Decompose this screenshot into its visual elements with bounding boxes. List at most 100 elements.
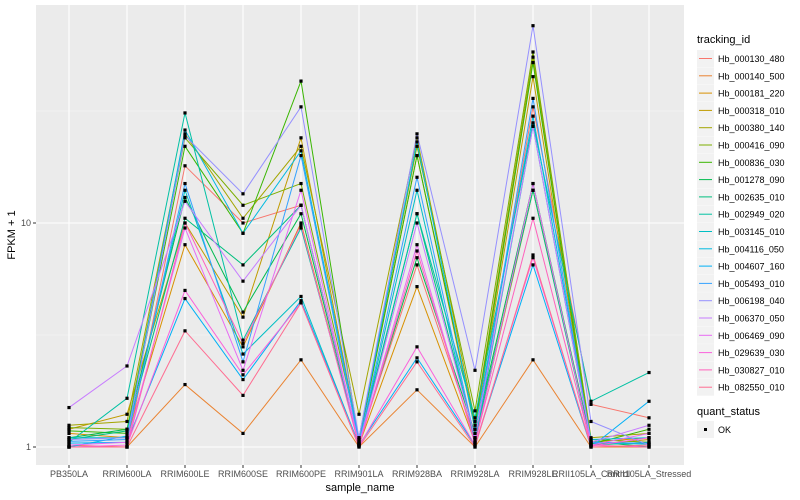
data-point — [647, 436, 651, 440]
x-tick-label: RRIM928BA — [392, 469, 442, 479]
series-points — [67, 24, 651, 449]
data-point — [183, 111, 187, 115]
x-tick-label: RRII105LA_Stressed — [607, 469, 692, 479]
legend-item: Hb_029639_030 — [697, 344, 785, 362]
data-point — [183, 216, 187, 220]
legend-label: Hb_000140_500 — [718, 71, 785, 81]
x-tick-label: RRIM600SE — [218, 469, 268, 479]
data-point — [473, 419, 477, 424]
data-point — [299, 203, 303, 207]
legend-item: Hb_005493_010 — [697, 274, 785, 292]
data-point — [299, 79, 303, 83]
data-point — [647, 416, 651, 420]
data-point — [473, 436, 477, 440]
data-point — [589, 443, 593, 447]
data-point — [647, 437, 651, 442]
data-point — [473, 423, 477, 427]
data-point — [183, 243, 187, 247]
legend-label: Hb_006370_050 — [718, 314, 785, 324]
y-tick-label: 10 — [21, 218, 31, 228]
legend-item: Hb_000416_090 — [697, 136, 785, 154]
data-point — [473, 368, 477, 372]
data-point — [531, 188, 535, 192]
x-axis: PB350LA RRIM600LA RRIM600LE RRIM600SE RRIM60… — [50, 465, 691, 479]
data-point — [415, 243, 419, 247]
data-point — [125, 440, 129, 444]
data-point — [647, 427, 651, 431]
data-point — [589, 402, 593, 406]
data-point — [125, 396, 129, 400]
data-point — [531, 181, 535, 186]
data-point — [647, 431, 651, 436]
data-point — [647, 423, 651, 427]
x-tick-label: RRIM928LA — [450, 469, 499, 479]
data-point — [299, 223, 303, 227]
data-point — [299, 221, 303, 225]
legend-item: Hb_003145_010 — [697, 223, 785, 240]
data-point — [183, 199, 187, 203]
data-point — [183, 132, 187, 136]
legend-item: Hb_006198_040 — [697, 292, 785, 310]
data-point — [299, 144, 303, 148]
data-point — [415, 140, 419, 144]
data-point — [589, 437, 593, 442]
data-point — [473, 431, 477, 436]
legend-label: Hb_030827_010 — [718, 365, 785, 375]
data-point — [473, 427, 477, 431]
data-point — [125, 412, 129, 416]
legend-label: OK — [718, 425, 731, 435]
data-point — [183, 195, 187, 200]
data-point — [299, 301, 303, 305]
data-point — [531, 121, 535, 125]
data-point — [415, 188, 419, 192]
legend-label: Hb_004607_160 — [718, 262, 785, 272]
data-point — [357, 412, 361, 416]
legend-label: Hb_029639_030 — [718, 348, 785, 358]
data-point — [67, 431, 71, 436]
legend-label: Hb_006469_090 — [718, 331, 785, 341]
x-tick-label: RRII105LA_Control — [552, 469, 630, 479]
data-point — [357, 436, 361, 440]
data-point — [415, 153, 419, 158]
data-point — [67, 437, 71, 442]
legend-item: Hb_001278_090 — [697, 171, 785, 189]
data-point — [67, 441, 71, 445]
data-point — [241, 431, 245, 436]
data-point — [473, 443, 477, 447]
legend-label: Hb_003145_010 — [718, 227, 785, 237]
data-point — [415, 356, 419, 360]
data-point — [241, 360, 245, 364]
data-point — [125, 419, 129, 424]
data-point — [589, 440, 593, 444]
data-point — [589, 399, 593, 403]
data-point — [183, 226, 187, 230]
legend-label: Hb_002949_020 — [718, 210, 785, 220]
data-point — [531, 114, 535, 118]
legend-item: Hb_004607_160 — [697, 257, 785, 275]
data-point — [531, 358, 535, 362]
legend-item: Hb_006370_050 — [697, 309, 785, 327]
x-tick-label: RRIM928LE — [508, 469, 557, 479]
legend-label: Hb_000836_030 — [718, 158, 785, 168]
legend-item: Hb_000181_220 — [697, 84, 785, 102]
data-point — [531, 55, 535, 59]
data-point — [589, 419, 593, 424]
data-point — [415, 144, 419, 148]
data-point — [183, 136, 187, 140]
data-point — [531, 96, 535, 100]
data-point — [125, 427, 129, 431]
data-point — [531, 61, 535, 65]
data-point — [241, 192, 245, 196]
data-point — [415, 175, 419, 179]
y-tick-label: 1 — [26, 442, 31, 452]
data-point — [241, 377, 245, 382]
data-point — [647, 443, 651, 447]
data-point — [241, 203, 245, 207]
data-point — [183, 164, 187, 168]
legend-label: Hb_004116_050 — [718, 244, 784, 254]
legend-label: Hb_000318_010 — [718, 106, 785, 116]
data-point — [473, 445, 477, 449]
legend-label: Hb_002635_010 — [718, 192, 785, 202]
data-point — [299, 226, 303, 230]
